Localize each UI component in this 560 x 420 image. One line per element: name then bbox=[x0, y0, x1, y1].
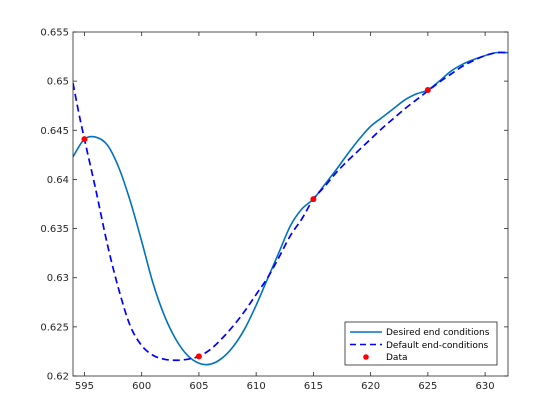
data-point bbox=[195, 353, 202, 360]
x-tick-label: 615 bbox=[304, 381, 323, 392]
y-tick-label: 0.635 bbox=[40, 224, 69, 235]
plot-area bbox=[73, 32, 508, 376]
y-tick-label: 0.64 bbox=[47, 175, 69, 186]
data-point bbox=[81, 136, 88, 143]
legend-label-default: Default end-conditions bbox=[386, 341, 489, 351]
data-point bbox=[424, 86, 431, 93]
legend-box bbox=[344, 321, 498, 366]
x-tick-label: 620 bbox=[361, 381, 380, 392]
y-tick-label: 0.625 bbox=[40, 322, 69, 333]
marker-layer bbox=[81, 86, 431, 360]
legend-label-data: Data bbox=[386, 353, 408, 363]
legend-swatch-data bbox=[363, 354, 369, 360]
plot-frame bbox=[72, 31, 509, 377]
y-tick-label: 0.62 bbox=[47, 372, 69, 383]
series-layer bbox=[73, 51, 508, 366]
y-tick-label: 0.65 bbox=[47, 77, 69, 88]
x-tick-label: 595 bbox=[75, 381, 94, 392]
axis-ticks: 595 600 605 610 615 620 625 630 0.62 0.625 0.63 0.6… bbox=[40, 28, 508, 392]
data-point bbox=[310, 196, 317, 203]
x-tick-label: 610 bbox=[247, 381, 266, 392]
x-tick-label: 625 bbox=[418, 381, 437, 392]
legend: Desired end conditions Default end-condi… bbox=[344, 321, 498, 366]
x-tick-label: 605 bbox=[189, 381, 208, 392]
legend-label-desired: Desired end conditions bbox=[386, 328, 490, 338]
x-tick-label: 600 bbox=[132, 381, 151, 392]
series-line-default bbox=[73, 51, 508, 362]
y-tick-label: 0.655 bbox=[40, 28, 69, 39]
x-tick-label: 630 bbox=[476, 381, 495, 392]
y-tick-label: 0.63 bbox=[47, 273, 69, 284]
y-tick-label: 0.645 bbox=[40, 126, 69, 137]
